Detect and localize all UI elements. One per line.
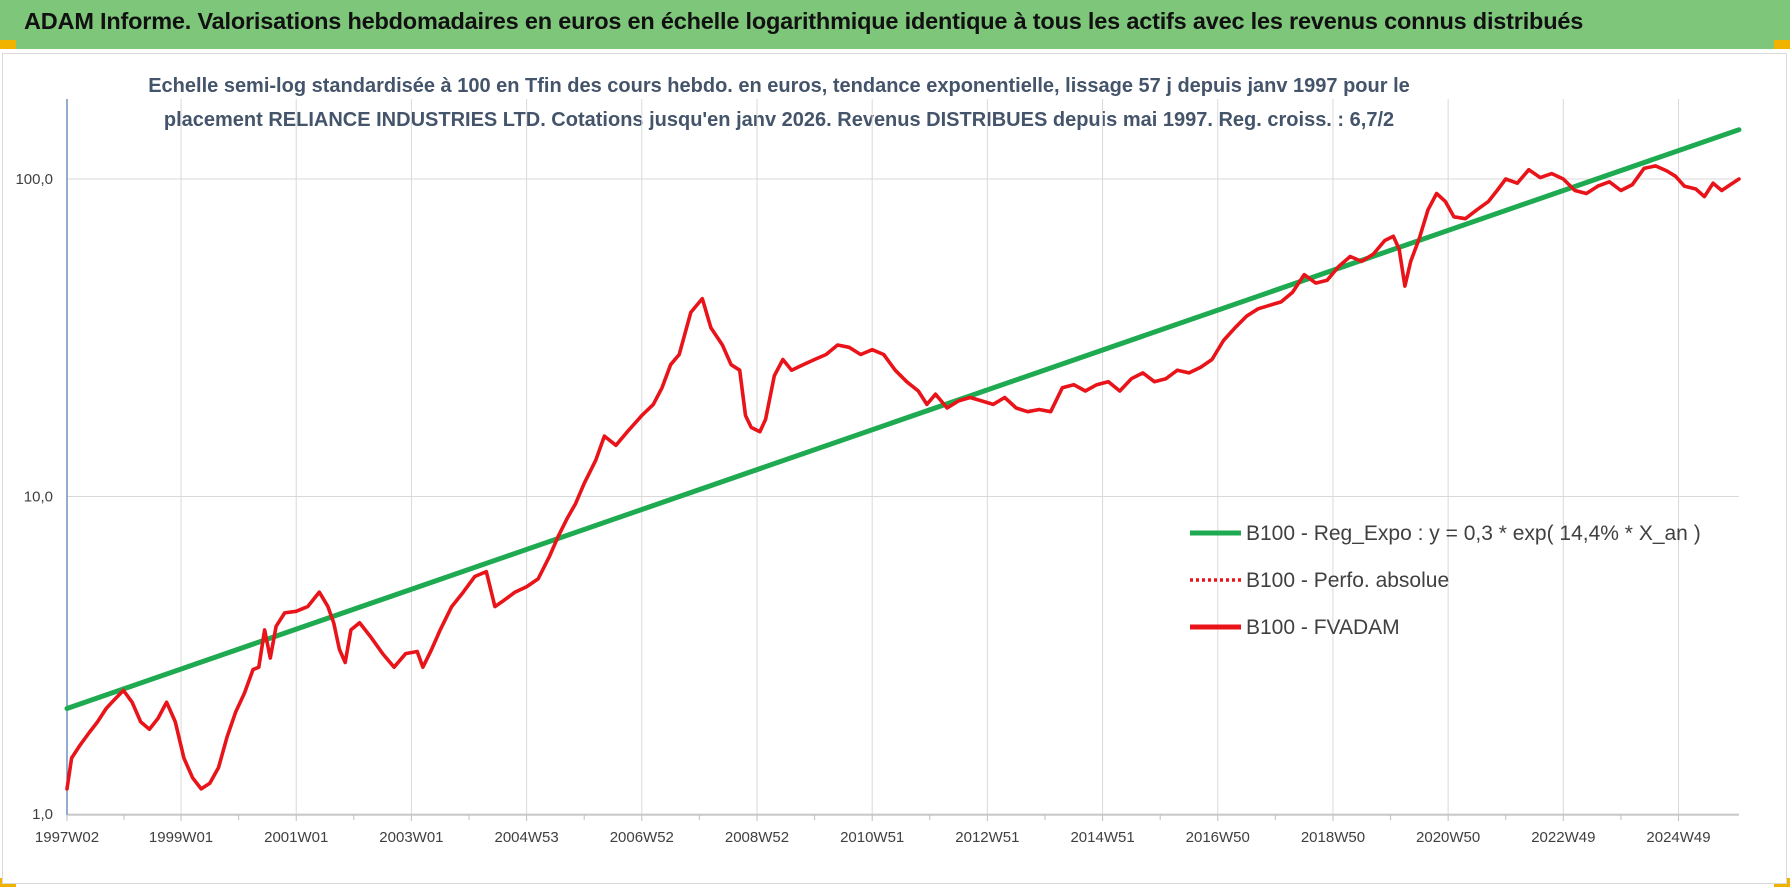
y-tick-label: 100,0 [15, 171, 53, 188]
series-line-trend [64, 127, 1742, 711]
x-tick-label: 2016W50 [1186, 829, 1250, 846]
axis-layer: 1,0 10,0 100,0 1997W02 1999W01 2001W01 2003W01… [15, 99, 1739, 846]
y-tick-label: 1,0 [32, 806, 53, 823]
x-tick-label: 2022W49 [1531, 829, 1595, 846]
legend-label-perfo: B100 - Perfo. absolue [1246, 569, 1449, 592]
x-tick-label: 2001W01 [264, 829, 328, 846]
y-tick-label: 10,0 [24, 489, 53, 506]
legend: B100 - Reg_Expo : y = 0,3 * exp( 14,4% *… [1190, 522, 1701, 639]
x-tick-label: 2006W52 [610, 829, 674, 846]
x-tick-label: 2014W51 [1070, 829, 1134, 846]
x-tick-label: 2003W01 [379, 829, 443, 846]
x-tick-label: 2010W51 [840, 829, 904, 846]
x-tick-label: 2012W51 [955, 829, 1019, 846]
series-layer [64, 127, 1742, 791]
chart-frame: Echelle semi-log standardisée à 100 en T… [2, 53, 1787, 884]
chart-subtitle-line-2: placement RELIANCE INDUSTRIES LTD. Cotat… [164, 109, 1394, 131]
header-title: ADAM Informe. Valorisations hebdomadaire… [24, 8, 1584, 34]
x-tick-label: 2004W53 [495, 829, 559, 846]
legend-label-trend: B100 - Reg_Expo : y = 0,3 * exp( 14,4% *… [1246, 522, 1701, 545]
x-tick-label: 1997W02 [35, 829, 99, 846]
x-tick-label: 2018W50 [1301, 829, 1365, 846]
x-tick-label: 2020W50 [1416, 829, 1480, 846]
series-line-fvadam [65, 164, 1741, 791]
corner-accent-top-left [0, 40, 16, 49]
chart-subtitle-line-1: Echelle semi-log standardisée à 100 en T… [148, 75, 1410, 97]
chart-svg: Echelle semi-log standardisée à 100 en T… [15, 75, 1742, 846]
grid-layer [67, 99, 1739, 815]
x-tick-label: 2024W49 [1646, 829, 1710, 846]
corner-accent-top-right [1774, 40, 1790, 49]
legend-label-fvadam: B100 - FVADAM [1246, 616, 1400, 639]
x-tick-label: 2008W52 [725, 829, 789, 846]
header-bar: ADAM Informe. Valorisations hebdomadaire… [0, 0, 1790, 49]
x-tick-label: 1999W01 [149, 829, 213, 846]
